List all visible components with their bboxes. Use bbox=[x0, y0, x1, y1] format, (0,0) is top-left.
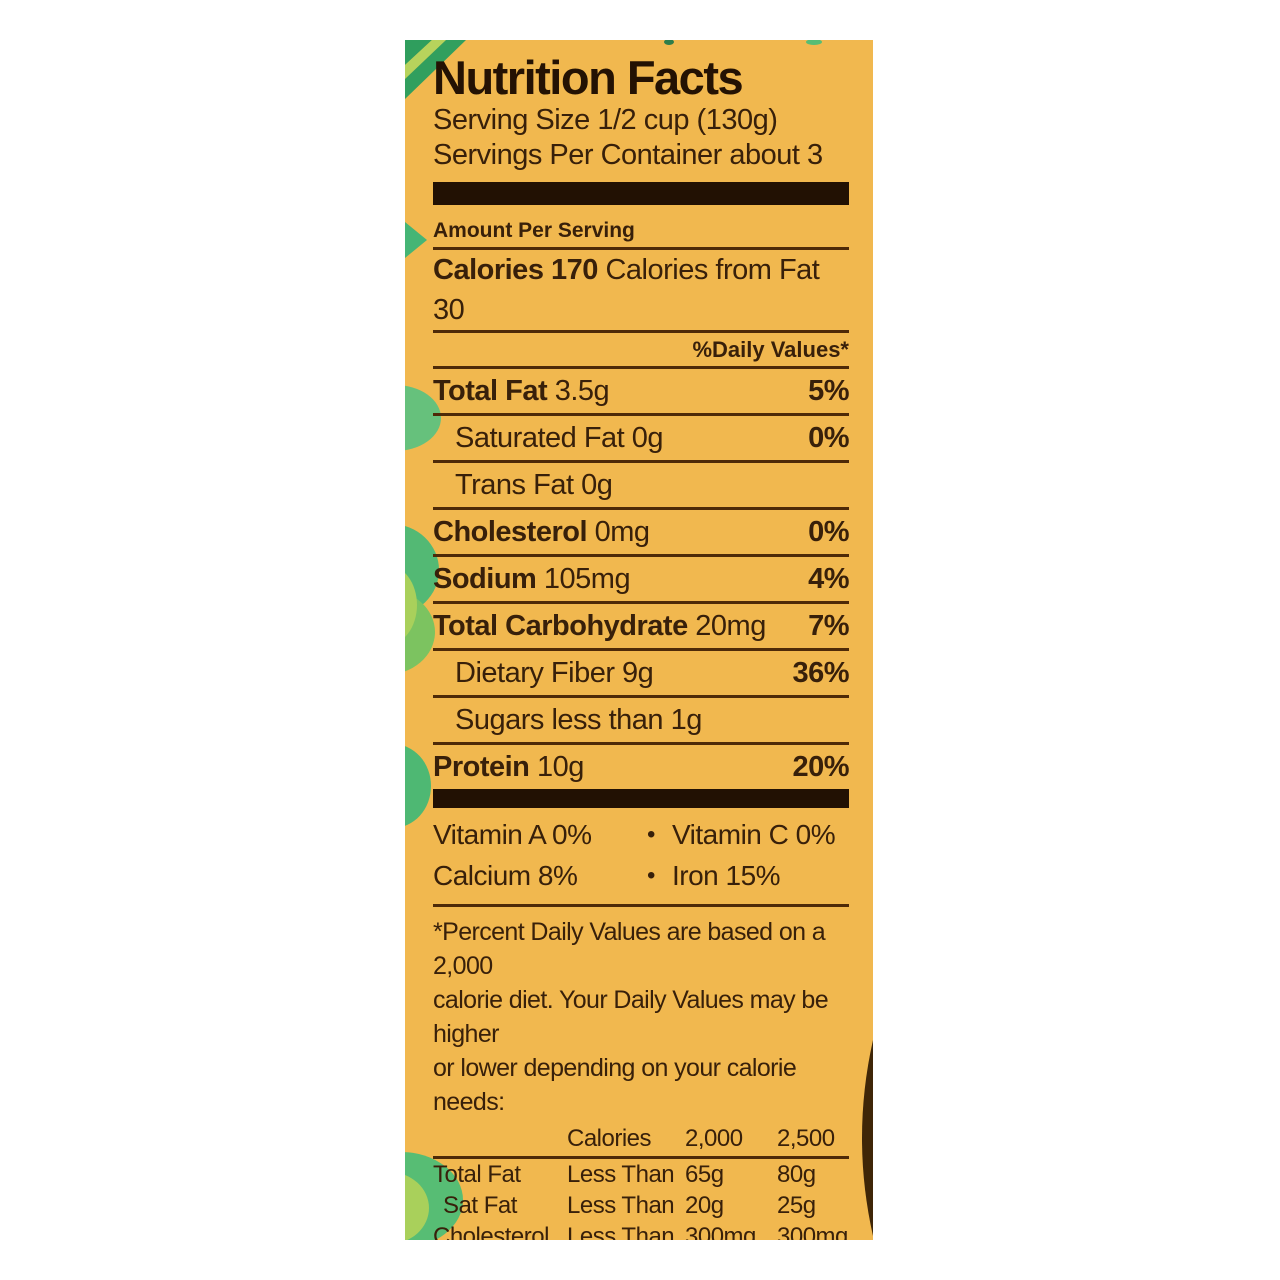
reference-cell-t2000: 65g bbox=[685, 1161, 724, 1188]
product-package-photo: Nutrition Facts Serving Size 1/2 cup (13… bbox=[405, 40, 873, 1240]
header-2000: 2,000 bbox=[685, 1125, 743, 1152]
reference-cell-tname: Total Fat bbox=[433, 1161, 521, 1188]
nutrition-facts-title: Nutrition Facts bbox=[433, 51, 744, 104]
leaf-blob bbox=[405, 592, 435, 672]
nutrient-rows: Total Fat 3.5g 5% Saturated Fat 0g 0% Trans … bbox=[433, 369, 849, 789]
vitamin-left: Vitamin A 0% bbox=[433, 819, 592, 850]
header-calories: Calories bbox=[567, 1125, 652, 1152]
nutrient-name-amount: Protein 10g bbox=[433, 751, 584, 783]
calories-from-fat-value: Calories from Fat 30 bbox=[433, 254, 820, 326]
reference-cell-t2000: 300mg bbox=[685, 1223, 756, 1240]
nutrient-daily-value: 36% bbox=[792, 657, 849, 689]
vitamin-row: Calcium 8% • Iron 15% bbox=[433, 855, 849, 896]
nutrient-daily-value: 0% bbox=[808, 516, 849, 548]
reference-cell-tqual: Less Than bbox=[567, 1192, 675, 1219]
edge-curve-shape bbox=[862, 1040, 873, 1236]
bullet-separator: • bbox=[647, 862, 655, 889]
nutrient-row: Protein 10g 20% bbox=[433, 745, 849, 789]
vitamin-right: Iron 15% bbox=[672, 860, 781, 891]
nutrition-facts-panel: Nutrition Facts Serving Size 1/2 cup (13… bbox=[433, 40, 849, 1240]
reference-cell-tname: Sat Fat bbox=[443, 1192, 517, 1219]
footnote-line: *Percent Daily Values are based on a 2,0… bbox=[433, 918, 826, 980]
leaf-blob-highlight bbox=[405, 1175, 429, 1240]
reference-table-rows: Total Fat Less Than 65g 80g Sat Fat Less Than… bbox=[433, 1159, 849, 1240]
nutrient-daily-value: 4% bbox=[808, 563, 849, 595]
nutrient-row: Sugars less than 1g bbox=[433, 698, 849, 745]
header-spacer bbox=[433, 1124, 567, 1154]
reference-cell-t2500: 80g bbox=[777, 1161, 816, 1188]
reference-cell-t2000: 20g bbox=[685, 1192, 724, 1219]
servings-per-container: Servings Per Container about 3 bbox=[433, 139, 823, 171]
nutrient-row: Total Fat 3.5g 5% bbox=[433, 369, 849, 416]
reference-cell-tname: Cholesterol bbox=[433, 1223, 549, 1240]
reference-cell-t2500: 300mg bbox=[777, 1223, 848, 1240]
nutrient-row: Dietary Fiber 9g 36% bbox=[433, 651, 849, 698]
reference-table: Calories 2,000 2,500 Total Fat Less Than 6… bbox=[433, 1124, 849, 1240]
reference-cell-tqual: Less Than bbox=[567, 1223, 675, 1240]
vitamins-section: Vitamin A 0% • Vitamin C 0% Calcium 8% • Iron… bbox=[433, 808, 849, 907]
leaf-blob bbox=[405, 746, 431, 826]
nutrient-name-amount: Cholesterol 0mg bbox=[433, 516, 650, 548]
nutrient-row: Trans Fat 0g bbox=[433, 463, 849, 510]
leaf-tip bbox=[405, 222, 427, 258]
bullet-separator: • bbox=[647, 821, 655, 848]
nutrient-name-amount: Dietary Fiber 9g bbox=[455, 657, 654, 689]
nutrient-row: Saturated Fat 0g 0% bbox=[433, 416, 849, 463]
nutrient-row: Total Carbohydrate 20mg 7% bbox=[433, 604, 849, 651]
reference-cell-t2500: 25g bbox=[777, 1192, 816, 1219]
amount-per-serving-heading: Amount Per Serving bbox=[433, 218, 849, 250]
nutrient-daily-value: 0% bbox=[808, 422, 849, 454]
header-2500: 2,500 bbox=[777, 1125, 835, 1152]
nutrient-row: Cholesterol 0mg 0% bbox=[433, 510, 849, 557]
reference-cell-tqual: Less Than bbox=[567, 1161, 675, 1188]
leaf-blob-highlight bbox=[405, 573, 417, 637]
vitamin-left: Calcium 8% bbox=[433, 860, 578, 891]
divider-bar-thick bbox=[433, 789, 849, 808]
vitamin-right: Vitamin C 0% bbox=[672, 819, 836, 850]
nutrient-daily-value: 5% bbox=[808, 375, 849, 407]
footnote-line: calorie diet. Your Daily Values may be h… bbox=[433, 986, 829, 1048]
reference-table-row: Total Fat Less Than 65g 80g bbox=[433, 1159, 849, 1190]
nutrient-name-amount: Total Fat 3.5g bbox=[433, 375, 610, 407]
calories-value: Calories 170 bbox=[433, 254, 598, 286]
daily-values-footnote: *Percent Daily Values are based on a 2,0… bbox=[433, 915, 849, 1119]
nutrient-daily-value: 7% bbox=[808, 610, 849, 642]
serving-size: Serving Size 1/2 cup (130g) bbox=[433, 104, 778, 136]
reference-table-header: Calories 2,000 2,500 bbox=[433, 1124, 849, 1159]
nutrient-name-amount: Sugars less than 1g bbox=[455, 704, 702, 736]
divider-bar-thick bbox=[433, 182, 849, 205]
footnote-line: or lower depending on your calorie needs… bbox=[433, 1054, 797, 1116]
calories-row: Calories 170 Calories from Fat 30 bbox=[433, 250, 849, 333]
nutrient-name-amount: Trans Fat 0g bbox=[455, 469, 613, 501]
leaf-corner-dark bbox=[405, 40, 432, 65]
vitamin-row: Vitamin A 0% • Vitamin C 0% bbox=[433, 814, 849, 855]
nutrient-name-amount: Sodium 105mg bbox=[433, 563, 631, 595]
nutrient-row: Sodium 105mg 4% bbox=[433, 557, 849, 604]
reference-table-row: Sat Fat Less Than 20g 25g bbox=[433, 1190, 849, 1221]
nutrient-name-amount: Total Carbohydrate 20mg bbox=[433, 610, 766, 642]
daily-values-header: %Daily Values* bbox=[433, 333, 849, 369]
nutrient-name-amount: Saturated Fat 0g bbox=[455, 422, 664, 454]
nutrient-daily-value: 20% bbox=[792, 751, 849, 783]
reference-table-row: Cholesterol Less Than 300mg 300mg bbox=[433, 1221, 849, 1240]
